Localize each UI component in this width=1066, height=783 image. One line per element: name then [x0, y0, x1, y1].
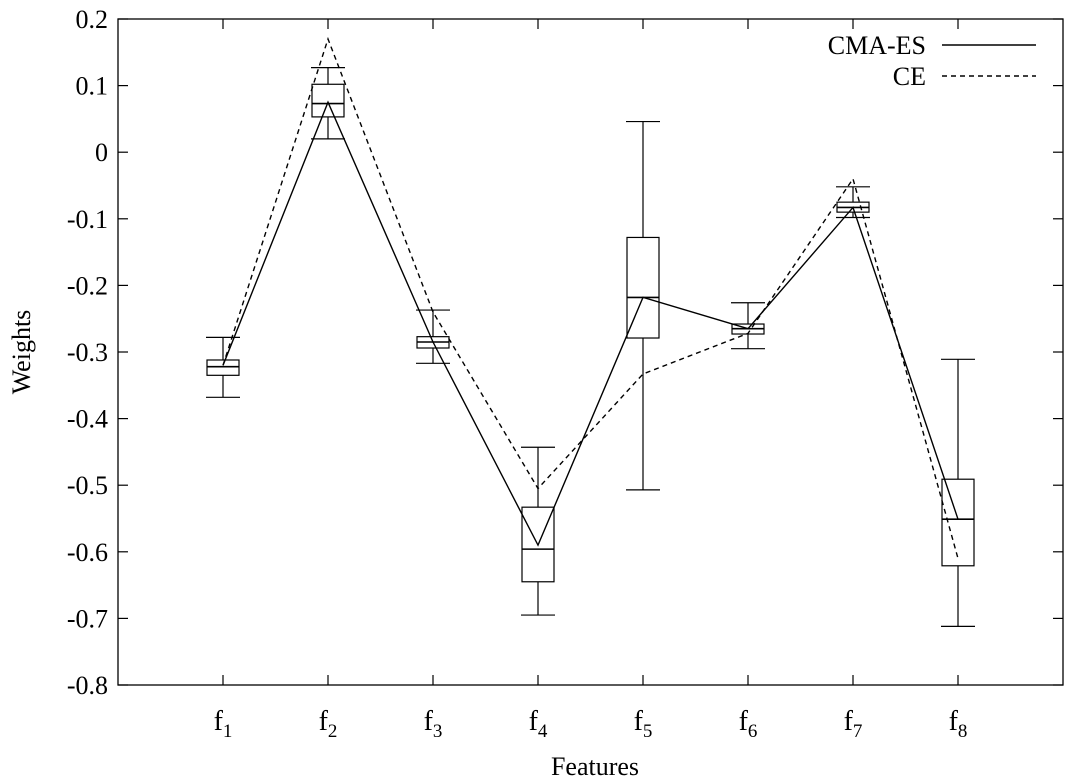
x-tick-label: f2: [319, 706, 338, 742]
y-tick-label: -0.5: [67, 471, 108, 500]
y-tick-label: -0.2: [67, 271, 108, 300]
x-tick-label: f1: [214, 706, 233, 742]
y-tick-label: -0.6: [67, 538, 108, 567]
legend-label-ce: CE: [893, 62, 926, 91]
series-line-cma-es: [222, 100, 959, 547]
boxplot-5: [626, 120, 660, 491]
box-iqr: [941, 478, 975, 567]
boxplot-6: [731, 302, 765, 350]
y-tick-label: 0: [95, 138, 108, 167]
box-iqr: [206, 359, 240, 376]
y-tick-label: -0.1: [67, 205, 108, 234]
y-tick-label: -0.7: [67, 604, 108, 633]
boxplot-1: [206, 336, 240, 398]
y-axis-ticks: 0.2 0.1 0 -0.1 -0.2 -0.3 -0.4 -0.5 -0.6 -0.7 -0.8: [67, 5, 1063, 700]
x-tick-label: f7: [844, 706, 863, 742]
series-lines: [222, 36, 959, 559]
legend: CMA-ES CE: [828, 31, 1036, 91]
boxplot-8: [941, 358, 975, 627]
x-tick-label: f3: [424, 706, 443, 742]
y-tick-label: 0.2: [76, 5, 109, 34]
x-tick-label: f6: [739, 706, 758, 742]
y-tick-label: -0.4: [67, 405, 108, 434]
x-tick-label: f8: [949, 706, 968, 742]
box-iqr: [311, 83, 345, 118]
boxplot-3: [416, 309, 450, 364]
boxplot-7: [836, 186, 870, 219]
x-axis-ticks: f1 f2 f3 f4 f5 f6 f7 f8: [214, 19, 968, 742]
y-tick-label: -0.8: [67, 671, 108, 700]
legend-label-cma-es: CMA-ES: [828, 31, 926, 60]
box-iqr: [521, 506, 555, 583]
y-tick-label: -0.3: [67, 338, 108, 367]
y-axis-title: Weights: [7, 310, 36, 395]
x-axis-title: Features: [551, 752, 639, 781]
x-tick-label: f4: [529, 706, 548, 742]
plot-frame: [117, 18, 1064, 686]
series-line-ce: [222, 36, 959, 559]
x-tick-label: f5: [634, 706, 653, 742]
y-tick-label: 0.1: [76, 72, 109, 101]
box-iqr: [626, 236, 660, 339]
boxplots: [206, 67, 975, 627]
boxplot-4: [521, 446, 555, 616]
